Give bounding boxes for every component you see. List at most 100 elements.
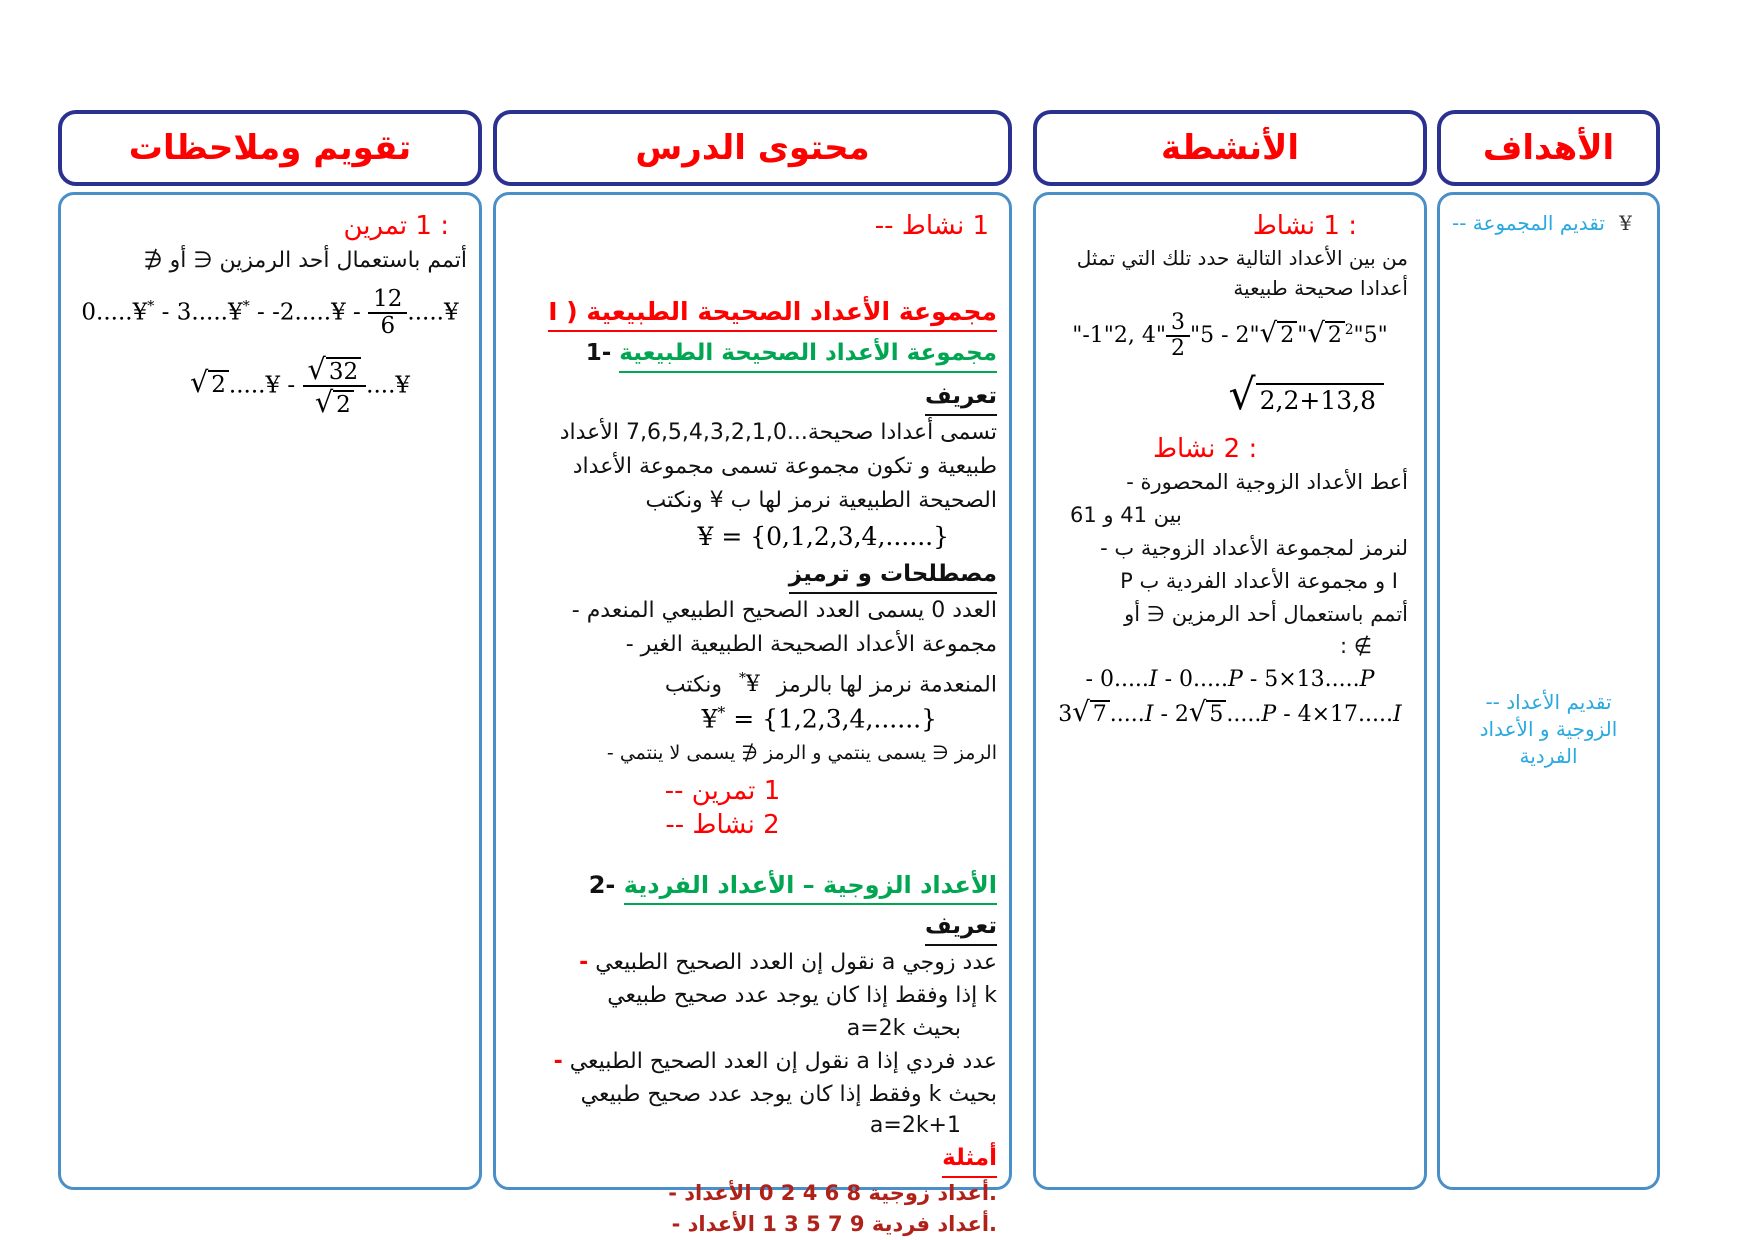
set-notation-N-star: ¥* = {1,2,3,4,......} [508,704,997,733]
dash-prefix: - [553,1048,563,1074]
arabic-text: أعداد فردية [871,1211,990,1236]
quote: " [1249,323,1260,349]
arabic-text: الأعداد [684,1180,752,1205]
period: . [989,1180,997,1205]
definition2-line3: a=2k بحيث [508,1012,997,1045]
star-superscript: * [147,298,155,315]
quote: " [1297,323,1308,349]
math-segment: ..... [407,299,444,326]
variable-k: k [928,1081,942,1107]
ref-word: نشاط [692,809,755,840]
colon: : [440,211,449,241]
exercise1-title: تمرين 1 : [73,209,467,243]
math-segment: ..... [228,372,266,399]
examples-label: أمثلة [508,1141,997,1178]
activity2-title: نشاط 2 : [1048,432,1412,466]
activity-word: نشاط [1153,434,1216,465]
definition2-line5: وفقط إذا كان يوجد عدد صحيح طبيعي k بحيث [508,1078,997,1111]
objective-text: الزوجية و الأعداد [1479,717,1618,741]
arabic-text: نقول إن العدد الصحيح الطبيعي [569,1048,850,1074]
term-line3: المنعدمة نرمز لها بالرمز *¥ ونكتب [508,662,997,702]
colon: : [1348,211,1357,241]
value: 2, 4 [1113,323,1156,349]
definition2-line1: - نقول إن العدد الصحيح الطبيعي a عدد زوج… [508,946,997,979]
colon: : [1248,434,1258,465]
arabic-text: وفقط إذا كان يوجد عدد صحيح طبيعي [580,1081,922,1107]
label-text: مصطلحات و ترميز [788,557,997,594]
term-line4: - الرمز ∈ يسمى ينتمي و الرمز ∉ يسمى لا ي… [606,741,997,764]
objective-text: تقديم الأعداد [1506,690,1612,714]
dash: - [1276,702,1298,728]
radicand: 7 [1089,700,1110,728]
activity1-formula: "-1"2, 4" 3 2 "5 - 2"√ 2 "√ 2 2"5" [1048,310,1412,361]
section-title-text: مجموعة الأعداد الصحيحة الطبيعية [586,297,997,326]
activities-panel: نشاط 1 : من بين الأعداد التالية حدد تلك … [1033,192,1427,1190]
radicand: 2 [333,390,354,419]
definition1-line1: الأعداد 7,6,5,4,3,2,1,0...تسمى أعدادا صح… [508,416,997,450]
subsection-num: 2- [588,870,616,899]
term-line1: - العدد 0 يسمى العدد الصحيح الطبيعي المن… [571,598,997,623]
arabic-text: بحيث [948,1081,997,1107]
set-n-symbol: ¥ [1619,211,1632,235]
radicand: 32 [325,356,362,385]
ref-num: 1 [763,775,781,806]
activity-word: نشاط [1252,211,1316,241]
arabic-text: نقول إن العدد الصحيح الطبيعي [595,949,875,975]
header-evaluation: تقويم وملاحظات [58,110,482,186]
radical-icon: √ [189,365,209,400]
definition1-line3: الصحيحة الطبيعية نرمز لها ب ¥ ونكتب [645,488,997,513]
set-notation-N: ¥ = {0,1,2,3,4,......} [508,522,997,551]
math-segment: 4×17..... [1297,702,1394,728]
content-ref-activity1: -- نشاط 1 [508,209,997,243]
radical-icon: √ [1307,317,1325,350]
ref-num: 1 [972,211,989,241]
arabic-text: تسمى أعدادا صحيحة [807,420,997,445]
activity2-text: P و مجموعة الأعداد الفردية ب I [1048,565,1412,598]
objective-item-sets: -- تقديم المجموعة ¥ [1452,209,1645,237]
set-n-symbol: ¥ [331,299,346,326]
subsection2-title: 2- الأعداد الزوجية – الأعداد الفردية [508,868,997,905]
dash: - [1153,702,1175,728]
coefficient: 3 [1058,702,1073,728]
equals: = [725,704,763,734]
activity1-sqrt-expression: √ 2,2+13,8 [1048,371,1412,420]
dash-prefix: - [671,1211,681,1236]
number-list: 7,6,5,4,3,2,1,0... [625,420,808,445]
activity2-math-line1: - 0.....I - 0.....P - 5×13.....P [1048,667,1412,692]
exercise-word: تمرين [343,211,408,241]
math-segment: - 3..... [154,299,228,326]
set-n-symbol: ¥ [395,372,411,399]
activity2-text: - أعط الأعداد الزوجية المحصورة [1126,470,1408,495]
subsection-num: 1- [585,340,612,366]
activity2-math-line2: 3√ 7 .....I - 2√ 5 .....P - 4×17.....I [1048,696,1412,728]
variable-a: a [856,1048,870,1074]
math-segment: - [345,299,369,326]
objectives-panel: -- تقديم المجموعة ¥ -- تقديم الأعداد الز… [1437,192,1660,1190]
radicand: 2,2+13,8 [1255,383,1384,416]
radicand: 5 [1206,700,1227,728]
symbol-P: P [1359,667,1375,693]
definition2-line6: a=2k+1 [869,1112,961,1138]
arabic-text: أعداد زوجية [868,1180,990,1205]
arabic-text: إذا وفقط إذا كان يوجد عدد صحيح طبيعي [607,982,978,1008]
label-text: أمثلة [942,1141,997,1178]
header-activities: الأنشطة [1033,110,1427,186]
activity2-text: بين 41 و 61 [1070,503,1182,528]
dash-prefix: - [668,1180,677,1205]
set-n-symbol: ¥ [265,372,281,399]
paren: ) [566,297,578,326]
set-elements: {0,1,2,3,4,......} [750,522,949,551]
equation: a=2k [846,1015,906,1041]
label-text: تعريف [925,379,997,416]
value: 5 - 2 [1200,323,1250,349]
exercise1-instruction: أتمم باستعمال أحد الرمزين ∈ أو ∉ [143,248,467,273]
activity2-text: أتمم باستعمال أحد الرمزين ∈ أو [1124,602,1408,627]
quote: " [1155,323,1166,349]
equals: = [713,522,751,551]
dash-prefix: -- [664,775,684,806]
term-line2: - مجموعة الأعداد الصحيحة الطبيعية الغير [625,632,997,657]
activity-num: 1 [1323,211,1340,241]
star-superscript: * [717,704,726,723]
dash-prefix: -- [1485,690,1500,714]
math-segment: - 0..... [1085,667,1149,693]
